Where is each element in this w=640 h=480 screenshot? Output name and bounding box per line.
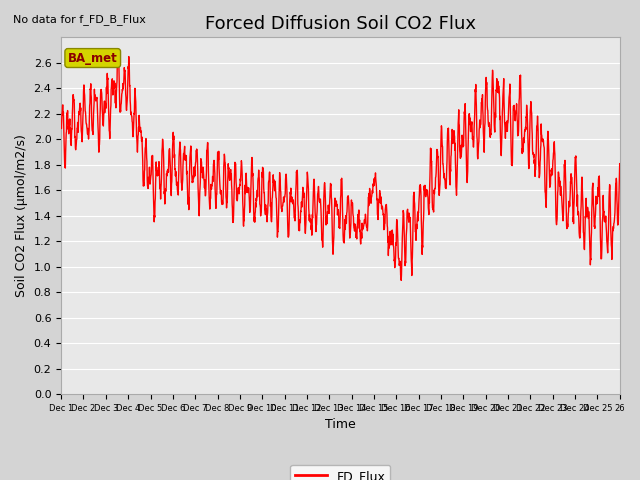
Text: BA_met: BA_met <box>68 51 118 64</box>
Y-axis label: Soil CO2 Flux (μmol/m2/s): Soil CO2 Flux (μmol/m2/s) <box>15 134 28 297</box>
X-axis label: Time: Time <box>325 419 356 432</box>
Title: Forced Diffusion Soil CO2 Flux: Forced Diffusion Soil CO2 Flux <box>205 15 476 33</box>
Text: No data for f_FD_B_Flux: No data for f_FD_B_Flux <box>13 14 146 25</box>
Legend: FD_Flux: FD_Flux <box>291 465 390 480</box>
